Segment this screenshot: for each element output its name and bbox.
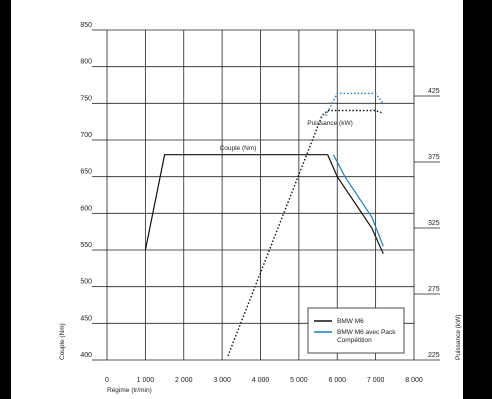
y-right-tick-label: 325	[428, 220, 440, 227]
x-tick-label: 3 000	[213, 377, 231, 384]
y-left-tick-label: 550	[80, 242, 92, 249]
x-tick-label: 8 000	[405, 377, 423, 384]
x-tick-label: 0	[105, 377, 109, 384]
y-left-tick-label: 600	[80, 205, 92, 212]
y-left-tick-label: 850	[80, 22, 92, 29]
series-line-puissance-bmw-m6-competition	[325, 92, 384, 117]
y-left-tick-label: 750	[80, 95, 92, 102]
legend-label: BMW M6	[337, 318, 364, 325]
y-right-tick-label: 375	[428, 154, 440, 161]
series-line-puissance-bmw-m6	[227, 109, 384, 357]
y-left-tick-label: 400	[80, 352, 92, 359]
y-left-tick-label: 450	[80, 315, 92, 322]
y-right-tick-label: 275	[428, 286, 440, 293]
x-axis-label: Régime (tr/min)	[107, 387, 152, 394]
x-tick-label: 6 000	[328, 377, 346, 384]
y-left-tick-label: 700	[80, 132, 92, 139]
series-line-couple-bmw-m6-competition	[332, 154, 384, 247]
series-line-couple-bmw-m6	[144, 154, 384, 254]
y-left-tick-label: 800	[80, 59, 92, 66]
annotation-couple: Couple (Nm)	[220, 145, 257, 152]
annotation-puissance: Puissance (kW)	[307, 120, 353, 127]
legend-box	[307, 307, 405, 354]
x-tick-label: 5 000	[290, 377, 308, 384]
y-left-axis-label: Couple (Nm)	[59, 323, 66, 360]
y-right-axis-label: Puissance (kW)	[455, 314, 462, 360]
x-tick-label: 7 000	[367, 377, 385, 384]
y-left-tick-label: 500	[80, 279, 92, 286]
x-tick-label: 2 000	[175, 377, 193, 384]
y-right-tick-label: 425	[428, 88, 440, 95]
y-right-tick-label: 225	[428, 352, 440, 359]
x-tick-label: 4 000	[252, 377, 270, 384]
y-left-tick-label: 650	[80, 169, 92, 176]
legend-label: BMW M6 avec Pack Compétition	[337, 329, 396, 344]
x-tick-label: 1 000	[137, 377, 155, 384]
